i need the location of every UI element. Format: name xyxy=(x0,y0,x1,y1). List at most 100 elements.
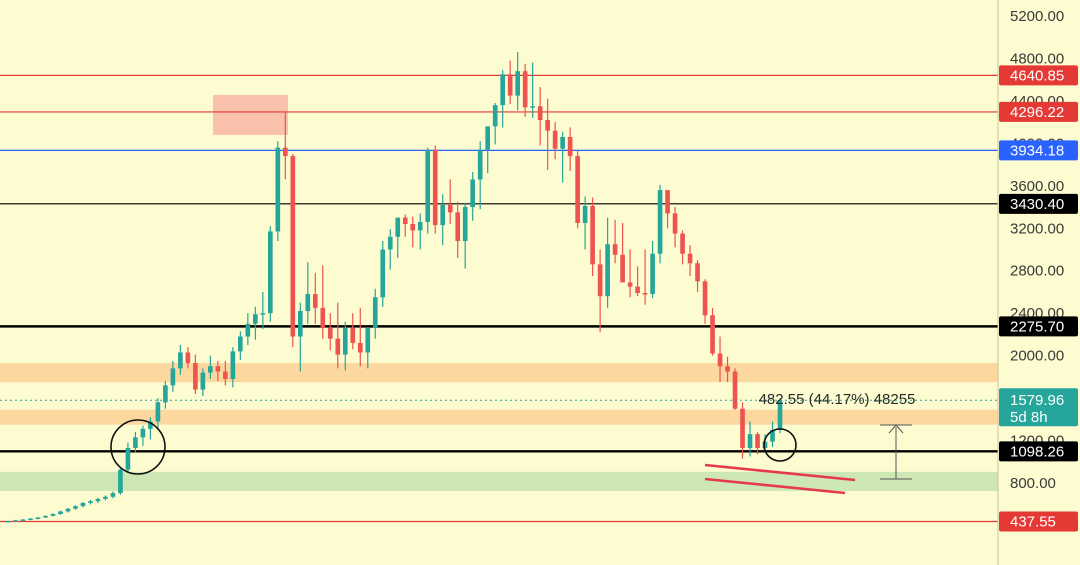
candle-body xyxy=(522,71,528,108)
candle xyxy=(5,520,11,523)
candle xyxy=(597,249,603,333)
candle xyxy=(492,103,498,145)
candle xyxy=(425,147,431,234)
candle xyxy=(627,249,633,298)
candle-body xyxy=(43,515,48,518)
candle xyxy=(208,355,213,379)
candle-body xyxy=(665,190,670,214)
axis-tick-label: 5200.00 xyxy=(1010,8,1064,25)
candle xyxy=(755,432,760,455)
candle-body xyxy=(545,120,550,131)
candle-body xyxy=(657,190,663,254)
candle xyxy=(447,179,453,225)
candle xyxy=(485,126,491,174)
measure-label: 482.55 (44.17%) 48255 xyxy=(759,391,916,408)
candle-body xyxy=(208,366,213,373)
candle xyxy=(125,442,131,473)
candle xyxy=(575,149,580,229)
candle xyxy=(395,217,401,258)
candle-body xyxy=(620,254,625,283)
candle-body xyxy=(650,253,655,295)
candle-body xyxy=(425,149,431,222)
candle-body xyxy=(193,363,198,390)
candle xyxy=(28,518,33,521)
candle-body xyxy=(417,221,423,231)
candle-body xyxy=(567,136,573,157)
candle-body xyxy=(402,217,408,225)
price-level-tag xyxy=(999,441,1078,462)
candle xyxy=(200,368,206,396)
candle-body xyxy=(50,513,56,516)
candle-body xyxy=(387,236,393,250)
candle-body xyxy=(432,149,438,226)
candle-body xyxy=(245,323,251,337)
candle-body xyxy=(20,519,26,522)
axis-tick-label: 2800.00 xyxy=(1010,263,1064,280)
candle xyxy=(365,328,371,369)
candle-body xyxy=(597,264,603,297)
candle xyxy=(455,201,461,258)
current-price-tag xyxy=(999,388,1078,427)
candle xyxy=(290,153,296,348)
candle-body xyxy=(710,315,715,354)
axis-tick-label: 3200.00 xyxy=(1010,220,1064,237)
candle-body xyxy=(260,313,266,315)
candle-body xyxy=(365,328,371,353)
candle-body xyxy=(687,253,693,264)
candle-body xyxy=(747,434,753,448)
candle-body xyxy=(395,217,401,237)
price-level-tag-text: 3934.18 xyxy=(1010,142,1064,159)
candle-body xyxy=(28,518,33,521)
candle-body xyxy=(305,294,311,312)
candle xyxy=(230,347,236,388)
candle xyxy=(725,356,730,383)
candle-body xyxy=(762,441,768,448)
candle-body xyxy=(582,205,588,223)
candle-body xyxy=(642,293,648,295)
drawing-overlay: 482.55 (44.17%) 48255 xyxy=(110,391,916,495)
candle-body xyxy=(440,204,446,226)
candle xyxy=(710,307,715,356)
candle-body xyxy=(268,231,273,314)
candle-body xyxy=(372,297,378,329)
candle-body xyxy=(410,224,416,231)
candle-body xyxy=(530,106,535,108)
candle xyxy=(770,421,775,447)
candle-body xyxy=(58,511,63,514)
candle xyxy=(110,491,116,499)
candle xyxy=(567,127,573,171)
candle xyxy=(665,190,670,229)
candle-body xyxy=(140,428,146,438)
candle xyxy=(178,345,183,375)
candle xyxy=(118,467,123,495)
candle-body xyxy=(560,136,565,149)
candle xyxy=(672,207,678,248)
wedge-upper-line xyxy=(704,463,856,482)
candle-body xyxy=(335,338,341,355)
candle-body xyxy=(492,105,498,127)
candle xyxy=(170,360,176,392)
candle xyxy=(320,265,326,339)
candle xyxy=(590,197,595,277)
candle-body xyxy=(230,351,236,379)
candle xyxy=(695,260,700,292)
candle xyxy=(140,425,146,446)
candle-body xyxy=(155,402,161,422)
candle xyxy=(417,213,423,250)
candle-body xyxy=(672,213,678,234)
candle xyxy=(73,505,78,510)
candle xyxy=(657,184,663,264)
candle xyxy=(777,398,783,434)
candle-body xyxy=(725,366,730,372)
candle xyxy=(35,516,41,520)
candle-body xyxy=(320,307,326,329)
candle xyxy=(560,131,565,183)
candle-body xyxy=(537,106,543,121)
candle xyxy=(268,226,273,322)
candle xyxy=(522,63,528,117)
candle-body xyxy=(680,233,685,254)
candle-body xyxy=(612,244,618,255)
candle xyxy=(620,222,625,283)
